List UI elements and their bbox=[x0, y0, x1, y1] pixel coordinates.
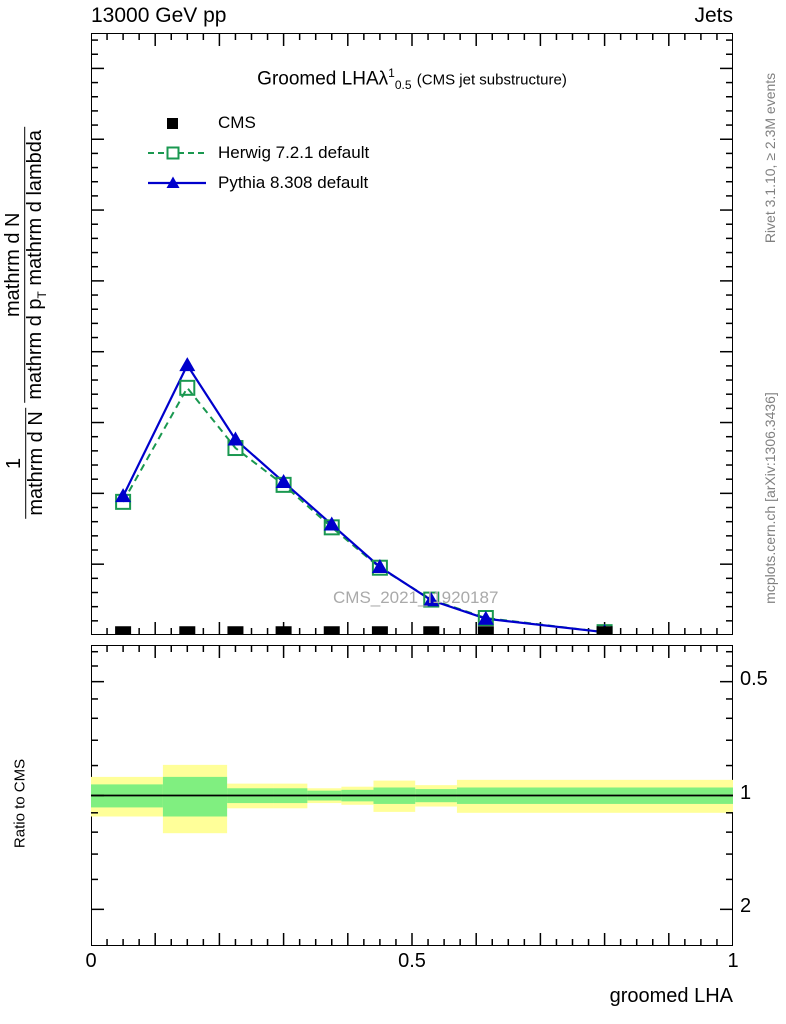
y-axis-title-inner-fraction: mathrm d N mathrm d pT mathrm d lambda bbox=[2, 126, 50, 403]
legend-label-herwig: Herwig 7.2.1 default bbox=[218, 143, 370, 162]
beam-energy-label: 13000 GeV pp bbox=[91, 4, 227, 27]
legend-label-pythia: Pythia 8.308 default bbox=[218, 173, 369, 192]
analysis-id-watermark: CMS_2021_I1920187 bbox=[333, 588, 499, 607]
y-axis-title-den-pt: mathrm d p bbox=[24, 298, 47, 400]
plot-title-main: Groomed LHA bbox=[257, 68, 379, 90]
legend-key-pythia-icon bbox=[148, 174, 206, 192]
plot-title: Groomed LHAλ10.5 (CMS jet substructure) bbox=[91, 66, 733, 92]
y-axis-title-inner-num: mathrm d N bbox=[2, 126, 26, 403]
legend-item-pythia[interactable]: Pythia 8.308 default bbox=[148, 168, 369, 198]
main-plot-canvas bbox=[91, 33, 733, 635]
y-axis-title-inner-den: mathrm d pT mathrm d lambda bbox=[24, 127, 50, 403]
legend-key-cms-icon bbox=[148, 114, 206, 132]
y-tick-label-ratio-right: 0.5 bbox=[740, 667, 768, 690]
ratio-plot-canvas bbox=[91, 645, 733, 946]
x-axis-title: groomed LHA bbox=[609, 985, 733, 1007]
legend: CMS Herwig 7.2.1 default Pythia 8.308 de… bbox=[148, 108, 369, 198]
y-axis-title-main: 1 mathrm d N mathrm d N mathrm d pT math… bbox=[2, 13, 50, 633]
mcplots-source-note: mcplots.cern.ch [arXiv:1306.3436] bbox=[762, 392, 778, 604]
plot-title-paren: (CMS jet substructure) bbox=[416, 71, 567, 89]
y-axis-title-outer-den: mathrm d N bbox=[25, 411, 48, 516]
x-tick-label: 0.5 bbox=[398, 950, 426, 972]
y-tick-label-ratio-right: 2 bbox=[740, 895, 752, 918]
legend-label-cms: CMS bbox=[218, 113, 256, 132]
plot-title-sup: 1 bbox=[388, 66, 395, 80]
plot-title-sub: 0.5 bbox=[394, 78, 412, 93]
y-axis-title-outer-num: 1 bbox=[4, 408, 27, 519]
legend-key-herwig-icon bbox=[148, 144, 206, 162]
plot-title-lambda: λ bbox=[378, 68, 389, 90]
y-tick-label-ratio-right: 1 bbox=[740, 781, 752, 804]
y-axis-title-den-lambda: mathrm d lambda bbox=[24, 129, 47, 286]
legend-item-cms[interactable]: CMS bbox=[148, 108, 369, 138]
x-tick-label: 1 bbox=[727, 950, 739, 972]
rivet-version-note: Rivet 3.1.10, ≥ 2.3M events bbox=[762, 72, 778, 244]
y-axis-title-outer-fraction: 1 mathrm d N bbox=[4, 408, 48, 519]
y-axis-title-den-pt-sub: T bbox=[35, 291, 50, 299]
y-axis-title-ratio: Ratio to CMS bbox=[11, 758, 29, 849]
analysis-category-label: Jets bbox=[694, 4, 733, 27]
legend-item-herwig[interactable]: Herwig 7.2.1 default bbox=[148, 138, 369, 168]
x-tick-label: 0 bbox=[85, 950, 97, 972]
